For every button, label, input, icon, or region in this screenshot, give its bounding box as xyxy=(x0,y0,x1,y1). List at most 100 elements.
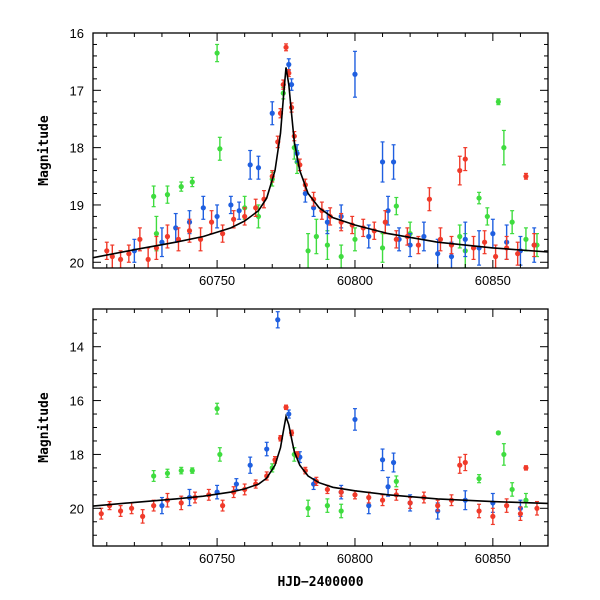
data-point xyxy=(217,451,223,458)
data-point xyxy=(324,242,330,248)
data-point xyxy=(493,253,499,260)
data-point xyxy=(231,216,237,222)
data-point xyxy=(379,497,386,503)
data-point xyxy=(476,195,482,201)
data-point xyxy=(366,494,372,501)
data-point xyxy=(159,239,165,245)
data-point xyxy=(151,473,157,479)
data-point xyxy=(151,503,157,509)
data-point xyxy=(173,225,179,231)
data-point xyxy=(288,81,295,88)
data-point xyxy=(242,213,248,220)
data-point xyxy=(476,476,482,482)
y-tick-label: 20 xyxy=(70,501,84,516)
data-point xyxy=(151,193,157,199)
data-point xyxy=(382,219,388,225)
series-red xyxy=(98,404,540,526)
data-point xyxy=(253,205,259,211)
data-point xyxy=(324,486,330,493)
data-point xyxy=(117,508,124,514)
data-point xyxy=(264,446,270,452)
data-point xyxy=(393,478,399,484)
data-point xyxy=(462,156,468,162)
data-point xyxy=(366,503,372,509)
data-point xyxy=(220,503,226,509)
plot-area xyxy=(93,43,548,268)
data-point xyxy=(523,173,529,179)
data-point xyxy=(501,451,507,458)
data-point xyxy=(490,231,496,237)
data-point xyxy=(236,208,242,214)
data-point xyxy=(338,508,344,514)
data-point xyxy=(407,242,413,248)
data-point xyxy=(104,248,110,254)
data-point xyxy=(504,503,510,509)
series-red xyxy=(104,43,537,268)
data-point xyxy=(313,233,319,240)
data-point xyxy=(324,219,330,225)
y-tick-label: 20 xyxy=(70,255,84,270)
data-point xyxy=(352,492,358,498)
data-point xyxy=(275,317,281,323)
y-tick-label: 17 xyxy=(70,83,84,98)
x-tick-label: 60850 xyxy=(475,551,511,566)
y-tick-label: 14 xyxy=(70,340,84,355)
data-point xyxy=(352,71,358,77)
data-point xyxy=(145,256,151,263)
data-point xyxy=(164,470,171,476)
data-point xyxy=(338,253,344,260)
data-point xyxy=(462,236,468,242)
data-point xyxy=(523,236,529,242)
model-curve xyxy=(93,413,548,507)
data-point xyxy=(457,233,463,240)
data-point xyxy=(214,213,220,220)
data-point xyxy=(531,242,537,248)
data-point xyxy=(208,219,215,225)
data-point xyxy=(305,248,311,254)
data-point xyxy=(129,505,135,511)
data-point xyxy=(385,208,391,214)
data-point xyxy=(137,236,143,242)
x-tick-label: 60800 xyxy=(337,273,373,288)
data-point xyxy=(217,146,223,152)
data-point xyxy=(109,253,115,260)
data-point xyxy=(415,242,421,248)
top-panel: 60750 60800 60850 16 17 18 19 20 Magnitude xyxy=(37,26,549,288)
data-point xyxy=(228,202,234,208)
plot-frame xyxy=(92,32,549,269)
data-point xyxy=(462,459,468,466)
data-point xyxy=(352,236,358,242)
data-point xyxy=(255,165,262,171)
data-point xyxy=(98,511,104,517)
data-point xyxy=(338,489,344,495)
data-point xyxy=(247,462,253,468)
data-point xyxy=(214,50,220,56)
data-point xyxy=(435,503,441,509)
y-tick-label: 18 xyxy=(70,141,84,156)
data-point xyxy=(407,500,413,506)
data-point xyxy=(393,236,399,242)
data-point xyxy=(255,213,262,220)
x-tick-label: 60850 xyxy=(475,273,511,288)
data-point xyxy=(164,233,171,240)
data-point xyxy=(379,159,386,165)
series-green xyxy=(151,43,540,268)
series-green xyxy=(151,402,529,519)
data-point xyxy=(490,513,496,519)
data-point xyxy=(523,497,529,503)
data-point xyxy=(421,233,427,240)
data-point xyxy=(324,503,330,509)
data-point xyxy=(509,486,515,493)
data-point xyxy=(269,110,275,116)
y-tick-label: 16 xyxy=(70,394,84,409)
data-point xyxy=(283,44,289,50)
y-axis-label: Magnitude xyxy=(37,115,52,186)
data-point xyxy=(302,190,308,197)
x-tick-label: 60800 xyxy=(337,551,373,566)
data-point xyxy=(393,203,399,209)
data-point xyxy=(214,406,220,412)
data-point xyxy=(189,467,195,474)
data-point xyxy=(448,253,455,260)
y-tick-label: 16 xyxy=(70,26,84,41)
